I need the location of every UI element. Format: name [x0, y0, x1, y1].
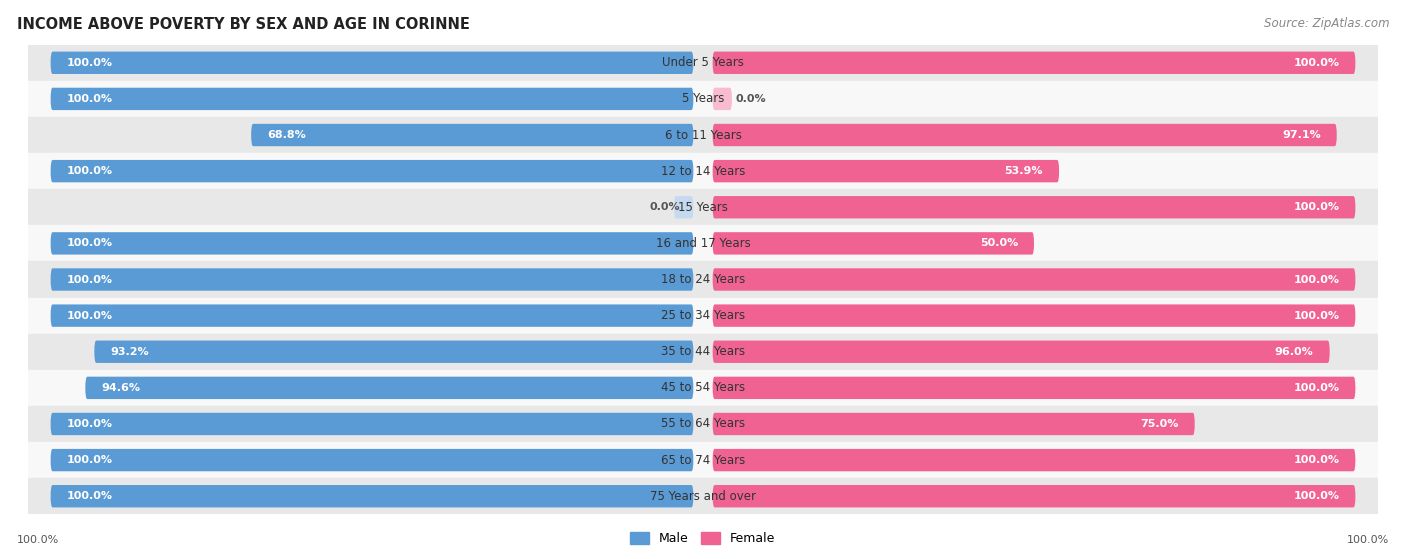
Text: 100.0%: 100.0% [66, 274, 112, 285]
Bar [28, 189, 1378, 225]
Text: 6 to 11 Years: 6 to 11 Years [665, 129, 741, 141]
FancyBboxPatch shape [713, 196, 1355, 219]
FancyBboxPatch shape [713, 340, 1330, 363]
Text: 5 Years: 5 Years [682, 92, 724, 106]
Text: 100.0%: 100.0% [66, 455, 112, 465]
Text: 50.0%: 50.0% [980, 238, 1018, 248]
Text: 97.1%: 97.1% [1282, 130, 1320, 140]
FancyBboxPatch shape [252, 124, 693, 146]
Text: 45 to 54 Years: 45 to 54 Years [661, 381, 745, 394]
Text: 0.0%: 0.0% [735, 94, 766, 104]
Text: 16 and 17 Years: 16 and 17 Years [655, 237, 751, 250]
Bar [28, 81, 1378, 117]
FancyBboxPatch shape [51, 232, 693, 254]
FancyBboxPatch shape [713, 485, 1355, 508]
Text: 94.6%: 94.6% [101, 383, 141, 393]
Text: 100.0%: 100.0% [1294, 383, 1340, 393]
FancyBboxPatch shape [51, 485, 693, 508]
Bar [28, 478, 1378, 514]
Text: 100.0%: 100.0% [1294, 58, 1340, 68]
Text: 100.0%: 100.0% [66, 58, 112, 68]
FancyBboxPatch shape [713, 449, 1355, 471]
Bar [28, 262, 1378, 297]
Bar [28, 406, 1378, 442]
FancyBboxPatch shape [51, 449, 693, 471]
Legend: Male, Female: Male, Female [626, 527, 780, 550]
Text: 55 to 64 Years: 55 to 64 Years [661, 418, 745, 430]
FancyBboxPatch shape [713, 160, 1059, 182]
Text: 68.8%: 68.8% [267, 130, 307, 140]
FancyBboxPatch shape [713, 88, 733, 110]
Text: 100.0%: 100.0% [66, 419, 112, 429]
Text: 15 Years: 15 Years [678, 201, 728, 214]
Text: 0.0%: 0.0% [650, 202, 681, 212]
FancyBboxPatch shape [51, 88, 693, 110]
Bar [28, 225, 1378, 262]
Bar [28, 297, 1378, 334]
FancyBboxPatch shape [713, 268, 1355, 291]
Text: 65 to 74 Years: 65 to 74 Years [661, 453, 745, 467]
Text: 100.0%: 100.0% [1294, 311, 1340, 321]
Text: 100.0%: 100.0% [1294, 455, 1340, 465]
FancyBboxPatch shape [713, 51, 1355, 74]
Text: 100.0%: 100.0% [66, 491, 112, 501]
FancyBboxPatch shape [713, 377, 1355, 399]
Text: 100.0%: 100.0% [1347, 535, 1389, 545]
FancyBboxPatch shape [94, 340, 693, 363]
Bar [28, 334, 1378, 370]
Text: 100.0%: 100.0% [1294, 491, 1340, 501]
Text: 100.0%: 100.0% [17, 535, 59, 545]
Bar [28, 370, 1378, 406]
Text: Source: ZipAtlas.com: Source: ZipAtlas.com [1264, 17, 1389, 30]
Text: 75 Years and over: 75 Years and over [650, 490, 756, 503]
Bar [28, 45, 1378, 81]
FancyBboxPatch shape [673, 196, 693, 219]
FancyBboxPatch shape [713, 413, 1195, 435]
Text: 18 to 24 Years: 18 to 24 Years [661, 273, 745, 286]
Text: 100.0%: 100.0% [66, 238, 112, 248]
Bar [28, 442, 1378, 478]
Text: 93.2%: 93.2% [111, 347, 149, 357]
Text: 100.0%: 100.0% [1294, 202, 1340, 212]
FancyBboxPatch shape [86, 377, 693, 399]
FancyBboxPatch shape [51, 51, 693, 74]
Bar [28, 117, 1378, 153]
Text: 25 to 34 Years: 25 to 34 Years [661, 309, 745, 322]
Text: 100.0%: 100.0% [66, 94, 112, 104]
Bar [28, 153, 1378, 189]
FancyBboxPatch shape [713, 232, 1033, 254]
Text: 75.0%: 75.0% [1140, 419, 1178, 429]
Text: Under 5 Years: Under 5 Years [662, 56, 744, 69]
Text: 96.0%: 96.0% [1275, 347, 1313, 357]
Text: INCOME ABOVE POVERTY BY SEX AND AGE IN CORINNE: INCOME ABOVE POVERTY BY SEX AND AGE IN C… [17, 17, 470, 32]
Text: 12 to 14 Years: 12 to 14 Years [661, 165, 745, 178]
Text: 100.0%: 100.0% [1294, 274, 1340, 285]
Text: 100.0%: 100.0% [66, 166, 112, 176]
FancyBboxPatch shape [51, 305, 693, 327]
FancyBboxPatch shape [51, 160, 693, 182]
Text: 100.0%: 100.0% [66, 311, 112, 321]
Text: 53.9%: 53.9% [1004, 166, 1043, 176]
FancyBboxPatch shape [713, 305, 1355, 327]
FancyBboxPatch shape [51, 413, 693, 435]
Text: 35 to 44 Years: 35 to 44 Years [661, 345, 745, 358]
FancyBboxPatch shape [51, 268, 693, 291]
FancyBboxPatch shape [713, 124, 1337, 146]
